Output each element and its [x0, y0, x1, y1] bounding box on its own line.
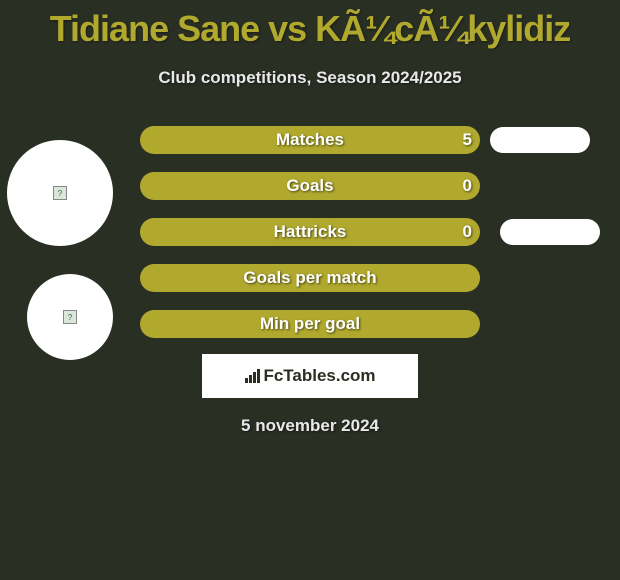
stat-row-goals-per-match: Goals per match [0, 264, 620, 292]
footer-date: 5 november 2024 [0, 416, 620, 436]
stats-area: ? ? Matches 5 Goals 0 [0, 126, 620, 436]
comparison-widget: Tidiane Sane vs KÃ¼cÃ¼kylidiz Club compe… [0, 0, 620, 436]
stat-value-p1: 0 [463, 222, 472, 242]
stat-row-min-per-goal: Min per goal [0, 310, 620, 338]
brand-text: FcTables.com [263, 366, 375, 386]
stat-bar: Goals per match [140, 264, 480, 292]
bar-chart-icon [244, 368, 260, 384]
stat-bar: Hattricks 0 [140, 218, 480, 246]
stat-row-goals: Goals 0 [0, 172, 620, 200]
brand-box[interactable]: FcTables.com [202, 354, 418, 398]
stat-bar: Min per goal [140, 310, 480, 338]
stat-row-matches: Matches 5 [0, 126, 620, 154]
stat-label: Hattricks [274, 222, 347, 242]
brand-logo: FcTables.com [244, 366, 375, 386]
stat-label: Min per goal [260, 314, 360, 334]
stat-row-hattricks: Hattricks 0 [0, 218, 620, 246]
stat-bar: Matches 5 [140, 126, 480, 154]
compare-pill [490, 127, 590, 153]
page-title: Tidiane Sane vs KÃ¼cÃ¼kylidiz [0, 0, 620, 50]
stat-value-p1: 0 [463, 176, 472, 196]
stat-label: Matches [276, 130, 344, 150]
stat-label: Goals per match [243, 268, 376, 288]
stat-value-p1: 5 [463, 130, 472, 150]
page-subtitle: Club competitions, Season 2024/2025 [0, 68, 620, 88]
stat-bar: Goals 0 [140, 172, 480, 200]
stat-label: Goals [286, 176, 333, 196]
